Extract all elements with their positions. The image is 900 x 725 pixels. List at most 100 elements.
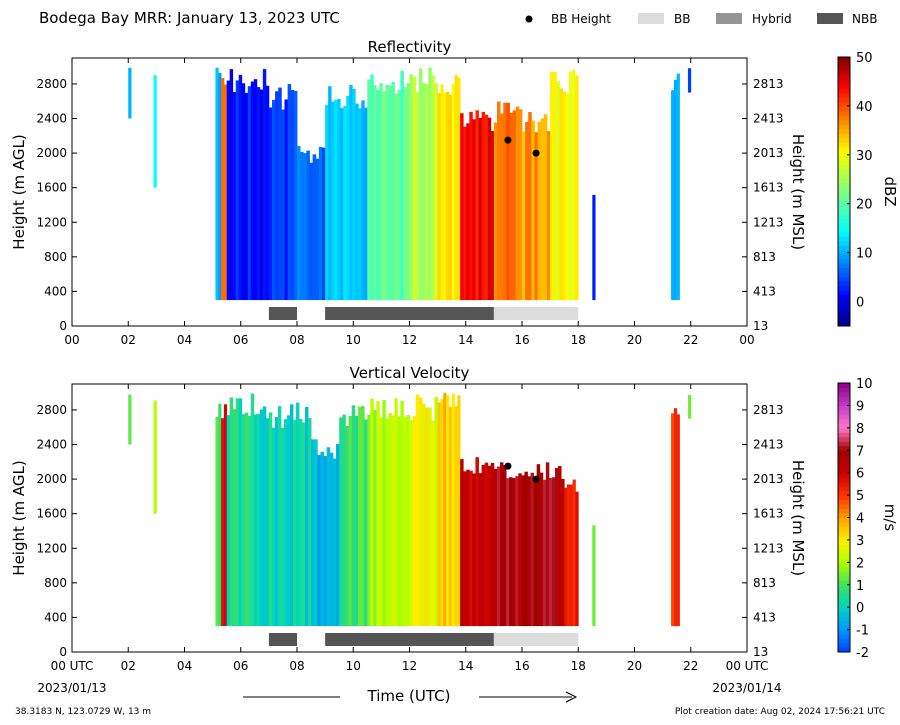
colorbar-segment (838, 164, 850, 170)
y-tick-label-left: 0 (59, 645, 67, 659)
bb-height-point (504, 462, 512, 470)
heatmap-cell (274, 417, 279, 627)
heatmap-cell (592, 194, 596, 301)
heatmap-cell (409, 74, 414, 301)
y-tick-label-right: 2013 (753, 146, 784, 160)
x-tick-label: 04 (177, 659, 192, 673)
heatmap-cell (446, 395, 450, 627)
heatmap-cell (388, 413, 392, 627)
heatmap-cell (539, 472, 544, 627)
heatmap-cell (561, 478, 565, 627)
panel-title: Reflectivity (368, 38, 452, 56)
colorbar-label: m/s (881, 504, 899, 532)
heatmap-cell (418, 68, 423, 301)
heatmap-cell (469, 470, 473, 627)
colorbar-segment (838, 115, 850, 121)
heatmap-cell (506, 102, 510, 301)
colorbar-tick-label: -1 (856, 624, 869, 639)
heatmap-cell (297, 145, 301, 301)
heatmap-cell (325, 105, 329, 301)
heatmap-cell (244, 92, 249, 301)
colorbar-segment (838, 427, 850, 433)
heatmap-cell (564, 487, 568, 627)
legend-hybrid-swatch (716, 13, 742, 24)
y-tick-label-right: 2813 (753, 77, 784, 91)
heatmap-cell (478, 473, 482, 627)
heatmap-cell (272, 99, 276, 301)
heatmap-cell (296, 402, 300, 627)
colorbar-segment (838, 571, 850, 577)
heatmap-cell (342, 414, 346, 627)
heatmap-cell (493, 468, 498, 627)
colorbar-segment (838, 409, 850, 415)
bb-type-bar-nbb (325, 633, 494, 646)
y-tick-label-left: 1600 (36, 507, 67, 521)
y-tick-label-right: 2413 (753, 438, 784, 452)
colorbar-segment (838, 575, 850, 581)
colorbar-segment (838, 647, 850, 653)
heatmap-cell (302, 422, 306, 627)
colorbar-segment (838, 204, 850, 210)
colorbar-segment (838, 477, 850, 483)
colorbar-segment (838, 308, 850, 314)
heatmap-cell (457, 77, 461, 301)
y-tick-label-right: 13 (753, 319, 768, 333)
colorbar-segment (838, 209, 850, 215)
heatmap-cell (469, 111, 473, 301)
heatmap-cell (512, 478, 516, 627)
heatmap-cell (422, 403, 426, 627)
y-tick-label-right: 13 (753, 645, 768, 659)
colorbar-tick-label: 5 (856, 489, 864, 504)
heatmap-cell (556, 81, 560, 301)
colorbar-segment (838, 106, 850, 112)
heatmap-cell (306, 150, 310, 301)
heatmap-cell (425, 407, 429, 627)
colorbar-segment (838, 195, 850, 201)
heatmap-cell (515, 106, 520, 301)
y-tick-label-left: 2400 (36, 438, 67, 452)
end-date-label: 2023/01/14 (712, 681, 781, 695)
colorbar-segment (838, 61, 850, 67)
heatmap-cell (290, 90, 295, 301)
heatmap-cell (293, 90, 298, 301)
heatmap-cell (431, 420, 435, 627)
x-tick-label: 04 (177, 333, 192, 347)
heatmap-cell (226, 80, 231, 301)
heatmap-cell (312, 154, 317, 301)
colorbar-segment (838, 530, 850, 536)
heatmap-cell (415, 394, 420, 627)
colorbar-segment (838, 620, 850, 626)
heatmap-cell (559, 88, 564, 301)
heatmap-cell (247, 86, 252, 301)
creation-date-label: Plot creation date: Aug 02, 2024 17:56:2… (675, 707, 885, 717)
colorbar-tick-label: 8 (856, 422, 864, 437)
heatmap-cell (379, 417, 383, 627)
heatmap-cell (226, 415, 231, 627)
heatmap-cell (354, 415, 359, 627)
y-tick-label-right: 2013 (753, 472, 784, 486)
y-tick-label-left: 2800 (36, 77, 67, 91)
heatmap-cell (515, 476, 519, 627)
legend-nbb-label: NBB (852, 12, 877, 26)
heatmap-cell (355, 103, 359, 301)
heatmap-cell (537, 121, 542, 301)
colorbar-segment (838, 173, 850, 179)
heatmap-cell (472, 119, 476, 301)
heatmap-cell (238, 398, 243, 627)
heatmap-cell (244, 412, 249, 627)
panel-title: Vertical Velocity (350, 364, 470, 382)
colorbar-segment (838, 65, 850, 71)
y-tick-label-right: 813 (753, 576, 776, 590)
colorbar-segment (838, 57, 850, 62)
colorbar-tick-label: 9 (856, 399, 864, 414)
colorbar-segment (838, 155, 850, 161)
colorbar-tick-label: 10 (856, 377, 873, 392)
colorbar-segment (838, 472, 850, 478)
x-tick-label: 02 (121, 333, 136, 347)
colorbar-tick-label: 20 (856, 198, 873, 213)
heatmap-cell (440, 84, 444, 301)
colorbar-segment (838, 423, 850, 429)
heatmap-cell (277, 406, 282, 627)
heatmap-cell (403, 417, 407, 627)
colorbar-segment (838, 227, 850, 233)
